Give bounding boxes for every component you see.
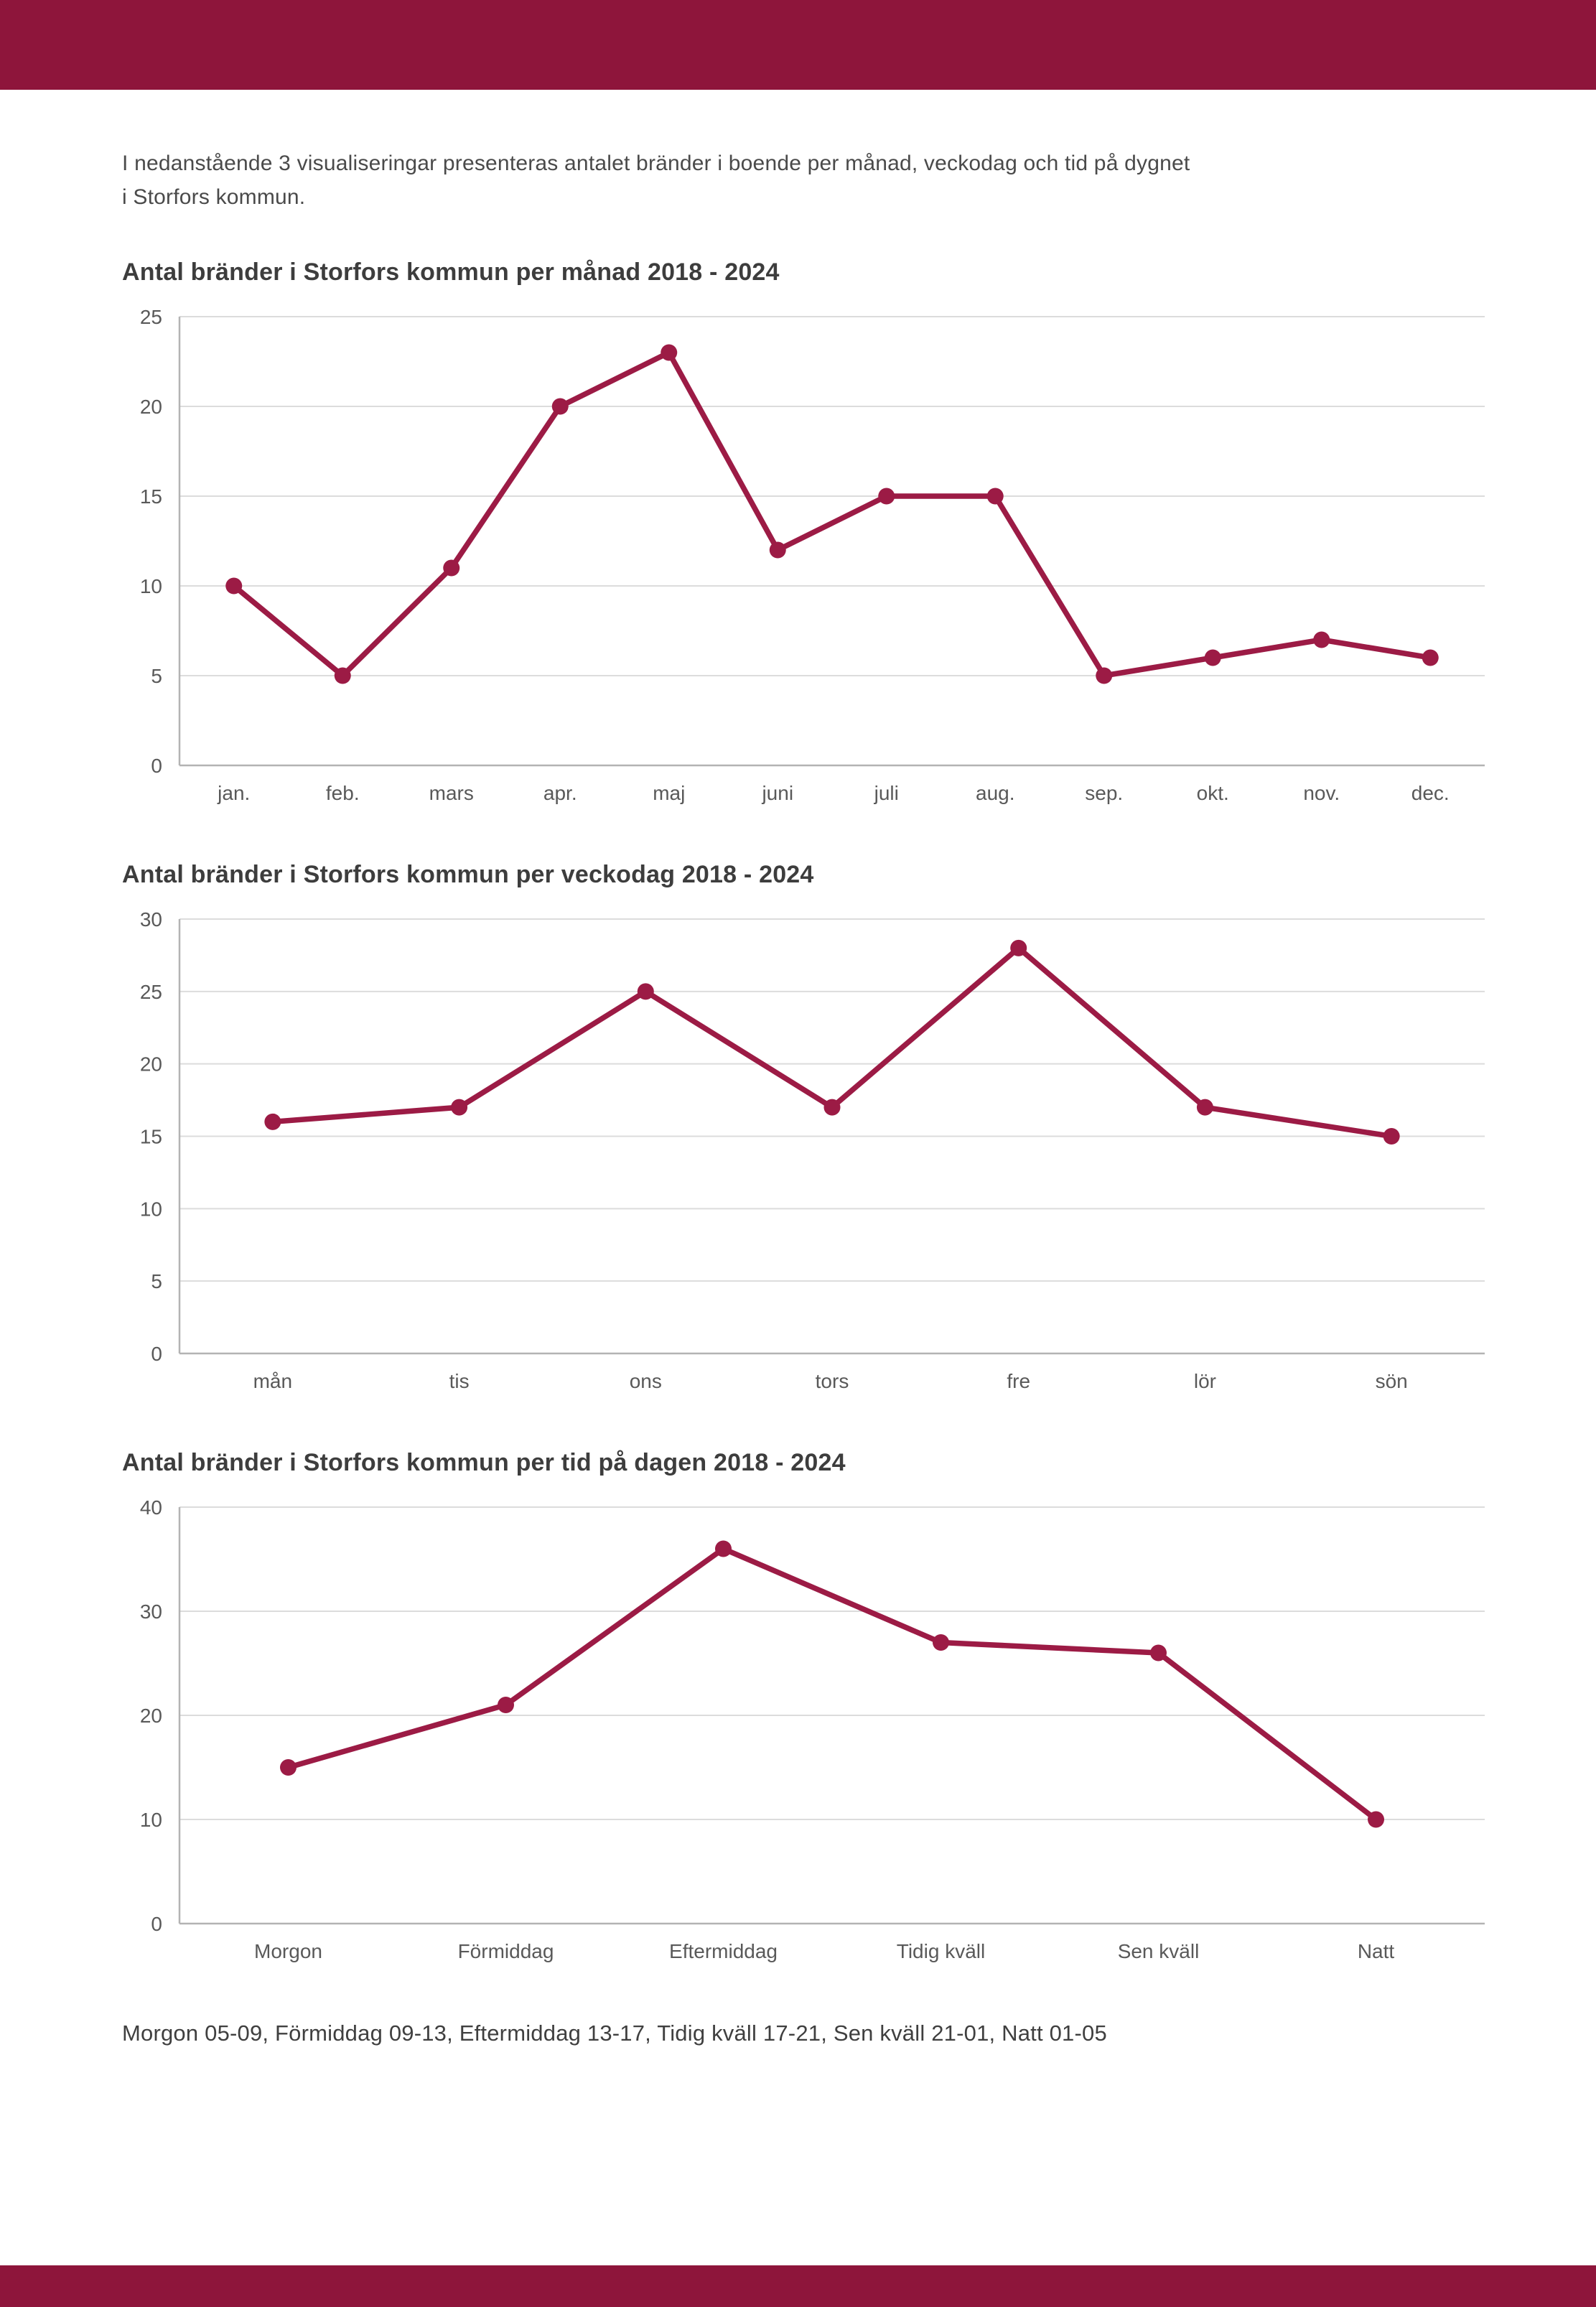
x-axis-label: juni xyxy=(761,782,793,804)
x-axis-label: Förmiddag xyxy=(458,1940,554,1962)
x-axis-label: jan. xyxy=(217,782,250,804)
x-axis-label: aug. xyxy=(976,782,1015,804)
data-point-sep. xyxy=(1096,667,1113,684)
x-axis-label: nov. xyxy=(1303,782,1340,804)
y-tick-label: 5 xyxy=(151,665,162,687)
y-tick-label: 10 xyxy=(140,1198,162,1220)
y-tick-label: 15 xyxy=(140,1126,162,1148)
data-point-aug. xyxy=(986,488,1004,505)
chart-month: 0 5 10 15 20 25 jan. feb. mars apr. maj juni juli aug… xyxy=(93,306,1596,816)
top-banner xyxy=(0,0,1596,90)
data-point-sön xyxy=(1383,1128,1400,1145)
data-point-Eftermiddag xyxy=(715,1540,732,1557)
line-series xyxy=(231,350,1433,679)
y-tick-label: 0 xyxy=(151,1913,162,1935)
data-point-juli xyxy=(878,488,895,505)
x-axis-label: apr. xyxy=(543,782,577,804)
chart-section-month: Antal bränder i Storfors kommun per måna… xyxy=(0,258,1596,816)
x-axis-label: Tidig kväll xyxy=(897,1940,985,1962)
x-axis-label: lör xyxy=(1194,1370,1216,1392)
chart-timeofday-plot: 0 10 20 30 40 Morgon Förmiddag Eftermiddag Tidig… xyxy=(140,1496,1485,1962)
line-series xyxy=(285,1546,1379,1822)
data-point-Morgon xyxy=(280,1759,297,1776)
x-axis-label: sep. xyxy=(1085,782,1123,804)
x-axis-label: okt. xyxy=(1197,782,1229,804)
data-point-fre xyxy=(1010,939,1027,956)
chart-title-weekday: Antal bränder i Storfors kommun per veck… xyxy=(122,861,814,888)
data-point-jan. xyxy=(225,577,243,595)
data-point-mars xyxy=(443,559,460,577)
data-point-okt. xyxy=(1204,649,1221,666)
data-point-nov. xyxy=(1313,631,1330,648)
data-point-dec. xyxy=(1422,649,1439,666)
y-tick-label: 40 xyxy=(140,1497,162,1519)
x-axis-label: sön xyxy=(1376,1370,1408,1392)
x-axis-label: ons xyxy=(630,1370,662,1392)
y-tick-label: 10 xyxy=(140,1809,162,1831)
data-point-tis xyxy=(451,1099,468,1116)
x-axis-label: tors xyxy=(816,1370,849,1392)
data-point-Natt xyxy=(1368,1811,1384,1828)
data-point-Sen kväll xyxy=(1150,1644,1167,1661)
x-axis-label: tis xyxy=(449,1370,470,1392)
chart-title-timeofday: Antal bränder i Storfors kommun per tid … xyxy=(122,1449,846,1476)
x-axis-label: Natt xyxy=(1358,1940,1395,1962)
data-point-apr. xyxy=(551,398,569,415)
x-axis-label: Eftermiddag xyxy=(669,1940,778,1962)
y-tick-label: 25 xyxy=(140,307,162,328)
data-point-Tidig kväll xyxy=(933,1634,949,1651)
intro-line-1: I nedanstående 3 visualiseringar present… xyxy=(122,152,1190,175)
chart-section-timeofday: Antal bränder i Storfors kommun per tid … xyxy=(0,1449,1596,1975)
chart-weekday-plot: 0 5 10 15 20 25 30 mån tis ons tors fre lör sön xyxy=(140,908,1485,1392)
x-axis-label: juli xyxy=(874,782,899,804)
y-tick-label: 20 xyxy=(140,1053,162,1076)
x-axis-label: mån xyxy=(253,1370,292,1392)
y-tick-label: 10 xyxy=(140,575,162,597)
y-tick-label: 30 xyxy=(140,909,162,931)
x-axis-label: feb. xyxy=(326,782,360,804)
chart-month-plot: 0 5 10 15 20 25 jan. feb. mars apr. maj juni juli aug… xyxy=(140,306,1485,804)
x-axis-label: Morgon xyxy=(254,1940,322,1962)
intro-line-2: i Storfors kommun. xyxy=(122,185,306,209)
y-tick-label: 20 xyxy=(140,1705,162,1727)
y-tick-label: 20 xyxy=(140,396,162,418)
y-tick-label: 30 xyxy=(140,1600,162,1623)
x-axis-label: maj xyxy=(653,782,685,804)
data-point-tors xyxy=(823,1099,841,1116)
chart-timeofday: 0 10 20 30 40 Morgon Förmiddag Eftermiddag Tidig… xyxy=(93,1496,1596,1975)
y-tick-label: 15 xyxy=(140,485,162,508)
x-axis-label: mars xyxy=(429,782,474,804)
chart-title-month: Antal bränder i Storfors kommun per måna… xyxy=(122,258,780,286)
data-point-feb. xyxy=(334,667,351,684)
data-point-ons xyxy=(637,983,654,1000)
x-axis-label: Sen kväll xyxy=(1118,1940,1200,1962)
chart-section-weekday: Antal bränder i Storfors kommun per veck… xyxy=(0,861,1596,1404)
x-axis-label: dec. xyxy=(1411,782,1450,804)
x-axis-label: fre xyxy=(1007,1370,1030,1392)
y-tick-label: 0 xyxy=(151,1343,162,1365)
y-tick-label: 25 xyxy=(140,981,162,1003)
data-point-juni xyxy=(769,541,786,559)
chart-weekday: 0 5 10 15 20 25 30 mån tis ons tors fre lör sön xyxy=(93,908,1596,1404)
bottom-banner xyxy=(0,2265,1596,2307)
data-point-mån xyxy=(264,1113,281,1130)
y-tick-label: 5 xyxy=(151,1270,162,1292)
time-interval-note: Morgon 05-09, Förmiddag 09-13, Eftermidd… xyxy=(122,2021,1107,2046)
data-point-Förmiddag xyxy=(498,1697,514,1713)
data-point-lör xyxy=(1196,1099,1213,1116)
intro-text: I nedanstående 3 visualiseringar present… xyxy=(122,147,1474,214)
y-tick-label: 0 xyxy=(151,755,162,777)
data-point-maj xyxy=(661,344,678,361)
